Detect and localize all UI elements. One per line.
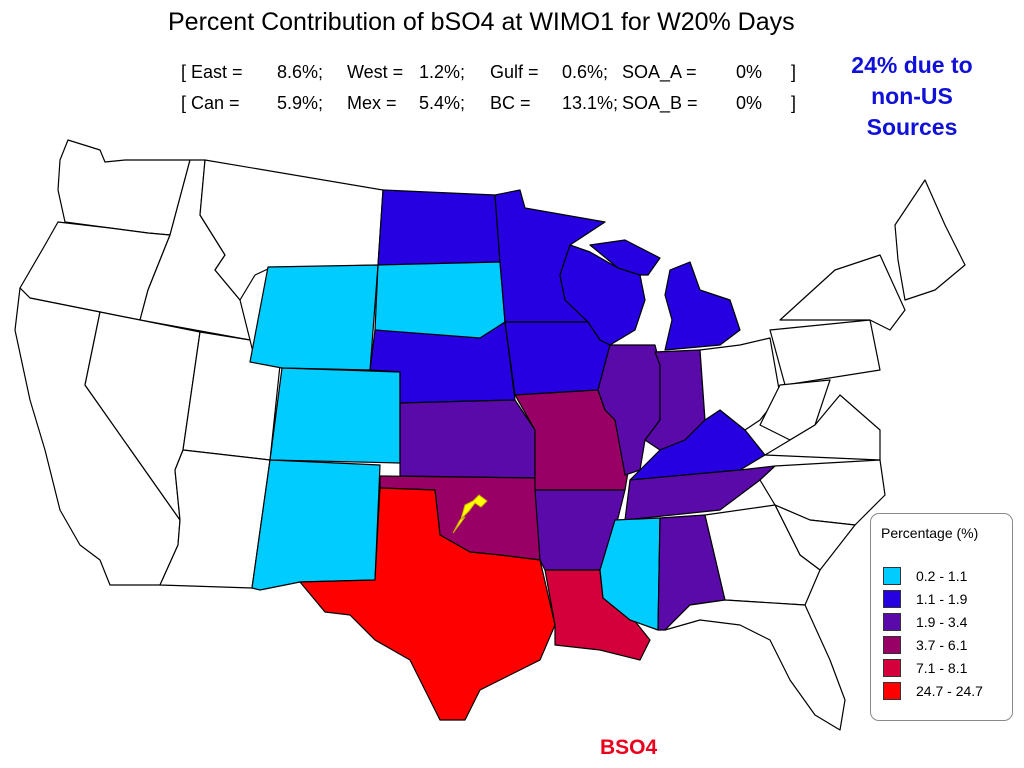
state-wyoming [249,264,379,371]
legend-label: 3.7 - 6.1 [916,637,968,653]
annotation-line: non-US [871,83,953,109]
legend-label: 0.2 - 1.1 [916,568,968,584]
contrib-val: 0% [736,93,763,113]
state-new-york [779,254,906,331]
state-new-mexico [251,459,381,591]
state-north-dakota [377,189,501,266]
state-michigan [589,239,741,351]
contrib-val: 13.1%; [562,93,619,113]
non-us-annotation: 24% due to non-US Sources [832,50,992,143]
contrib-key: BC = [490,93,531,113]
map-legend: Percentage (%) 0.2 - 1.1 1.1 - 1.9 1.9 -… [870,513,1013,721]
contrib-key: SOA_A = [622,62,697,82]
contrib-key: SOA_B = [622,93,698,113]
contrib-val: 8.6%; [277,62,324,82]
contrib-close: ] [791,93,797,113]
legend-swatch [883,659,901,677]
legend-label: 24.7 - 24.7 [916,683,983,699]
contrib-val: 5.9%; [277,93,324,113]
legend-swatch [883,590,901,608]
contrib-val: 0.6%; [562,62,609,82]
legend-title: Percentage (%) [881,525,979,541]
contrib-val: 0% [736,62,763,82]
legend-label: 7.1 - 8.1 [916,660,968,676]
state-colorado [269,367,401,464]
contrib-val: 5.4%; [419,93,466,113]
legend-swatch [883,613,901,631]
state-texas [299,487,556,721]
contrib-close: ] [791,62,797,82]
contrib-key: [ Can = [181,93,240,113]
state-south-dakota [374,261,506,341]
legend-swatch [883,636,901,654]
pushpin-icon [452,494,488,534]
contrib-val: 1.2%; [419,62,466,82]
legend-swatch [883,682,901,700]
state-washington [57,139,191,236]
state-florida [664,599,846,731]
state-iowa [504,321,611,396]
footer-label: BSO4 [600,736,658,759]
legend-label: 1.9 - 3.4 [916,614,968,630]
state-maine [894,179,966,301]
contrib-key: [ East = [181,62,243,82]
legend-swatch [883,567,901,585]
state-ohio [699,337,781,431]
annotation-line: 24% due to [851,52,973,78]
contrib-key: Gulf = [490,62,539,82]
contrib-key: West = [347,62,404,82]
map-title: Percent Contribution of bSO4 at WIMO1 fo… [168,8,795,36]
state-kansas [399,399,536,479]
state-pennsylvania [769,319,881,386]
annotation-line: Sources [866,114,958,140]
legend-label: 1.1 - 1.9 [916,591,968,607]
contrib-key: Mex = [347,93,397,113]
